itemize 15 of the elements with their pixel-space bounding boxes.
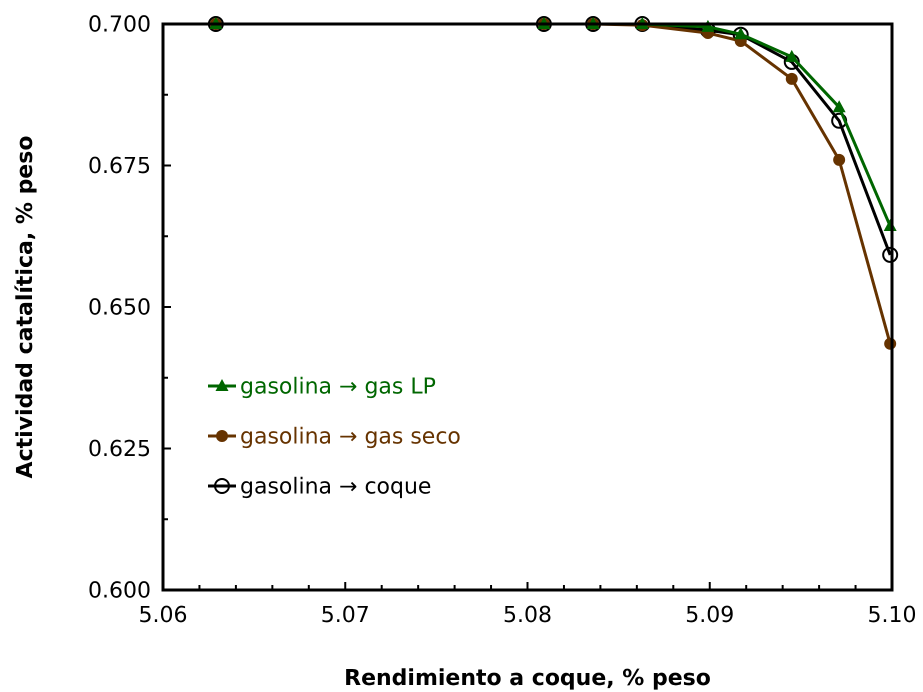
y-tick-label: 0.650 xyxy=(88,296,151,321)
y-tick-label: 0.625 xyxy=(88,437,151,462)
x-tick-label: 5.09 xyxy=(685,603,734,628)
y-tick-label: 0.700 xyxy=(88,12,151,38)
y-tick-label: 0.675 xyxy=(88,154,151,180)
y-axis-title: Actividad catalítica, % peso xyxy=(13,136,38,478)
x-tick-label: 5.06 xyxy=(138,603,188,628)
y-tick-label: 0.600 xyxy=(88,578,151,604)
x-tick-label: 5.08 xyxy=(503,603,552,628)
legend-label: gasolina → gas seco xyxy=(240,424,461,450)
legend-label: gasolina → gas LP xyxy=(240,374,436,400)
x-tick-label: 5.07 xyxy=(320,603,370,628)
x-axis-title: Rendimiento a coque, % peso xyxy=(344,666,711,691)
x-tick-label: 5.10 xyxy=(868,603,916,628)
legend-label: gasolina → coque xyxy=(240,474,432,500)
